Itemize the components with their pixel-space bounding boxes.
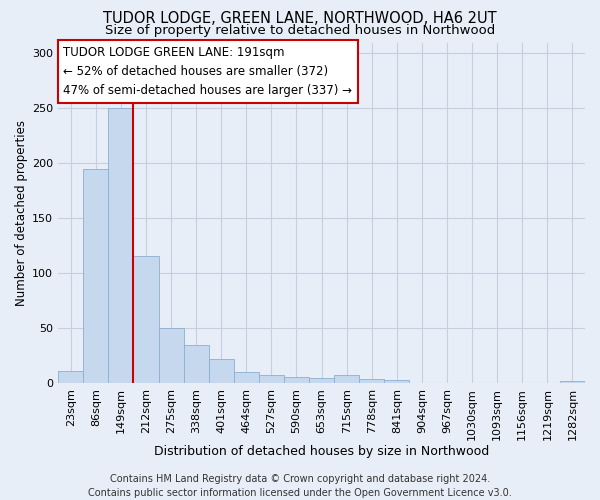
Bar	[334, 374, 359, 384]
Bar	[560, 381, 585, 384]
Bar	[284, 377, 309, 384]
Text: TUDOR LODGE GREEN LANE: 191sqm
← 52% of detached houses are smaller (372)
47% of: TUDOR LODGE GREEN LANE: 191sqm ← 52% of …	[64, 46, 352, 97]
Bar	[359, 379, 384, 384]
Text: Size of property relative to detached houses in Northwood: Size of property relative to detached ho…	[105, 24, 495, 37]
Text: TUDOR LODGE, GREEN LANE, NORTHWOOD, HA6 2UT: TUDOR LODGE, GREEN LANE, NORTHWOOD, HA6 …	[103, 11, 497, 26]
Text: Contains HM Land Registry data © Crown copyright and database right 2024.
Contai: Contains HM Land Registry data © Crown c…	[88, 474, 512, 498]
Bar	[309, 378, 334, 384]
Bar	[234, 372, 259, 384]
Bar	[184, 345, 209, 384]
X-axis label: Distribution of detached houses by size in Northwood: Distribution of detached houses by size …	[154, 444, 489, 458]
Bar	[158, 328, 184, 384]
Bar	[133, 256, 158, 384]
Bar	[259, 374, 284, 384]
Bar	[109, 108, 133, 384]
Bar	[58, 372, 83, 384]
Y-axis label: Number of detached properties: Number of detached properties	[15, 120, 28, 306]
Bar	[384, 380, 409, 384]
Bar	[209, 359, 234, 384]
Bar	[83, 169, 109, 384]
